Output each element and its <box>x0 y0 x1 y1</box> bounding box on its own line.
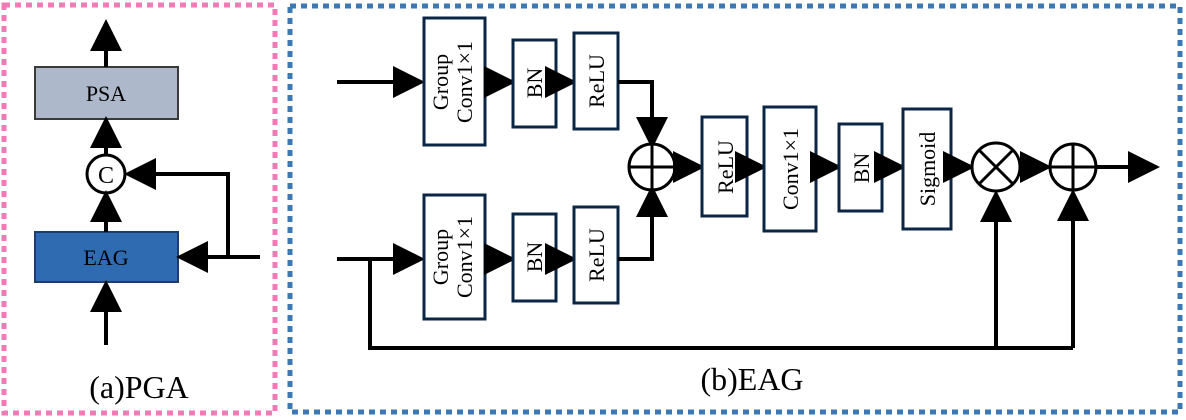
pga-panel-border <box>1 2 278 416</box>
bottom-relu-label: ReLU <box>584 228 609 282</box>
top-group-label: Group <box>428 54 453 110</box>
top-branch-to-sum <box>618 80 668 149</box>
concat-label: C <box>98 163 114 189</box>
pga-caption: (a)PGA <box>89 369 189 405</box>
bottom-branch-to-sum <box>618 185 668 261</box>
top-relu-block <box>572 31 620 131</box>
mid-bn-label: BN <box>849 153 874 184</box>
mid-conv-block <box>762 105 818 233</box>
top-bn-label: BN <box>522 68 547 99</box>
bottom-conv-label: Conv1×1 <box>452 216 477 298</box>
bottom-group-label: Group <box>428 229 453 285</box>
mid-sigmoid-label: Sigmoid <box>915 132 940 207</box>
psa-label: PSA <box>86 81 126 106</box>
eag-panel-border <box>287 3 1183 415</box>
top-relu-label: ReLU <box>584 54 609 108</box>
bottom-bn-label: BN <box>522 242 547 273</box>
top-conv-label: Conv1×1 <box>452 41 477 123</box>
skip-connection-line <box>368 259 1073 350</box>
multiply-node <box>970 141 1022 193</box>
mid-conv-label: Conv1×1 <box>778 128 803 210</box>
bottom-relu-block <box>572 205 620 305</box>
mid-relu-label: ReLU <box>713 140 738 194</box>
bottom-group-conv-block <box>422 193 487 321</box>
sum-node <box>627 142 677 192</box>
side-skip-to-concat <box>124 158 230 257</box>
residual-add-node <box>1048 142 1098 192</box>
eag-block-label: EAG <box>83 245 128 270</box>
eag-caption: (b)EAG <box>700 361 803 397</box>
